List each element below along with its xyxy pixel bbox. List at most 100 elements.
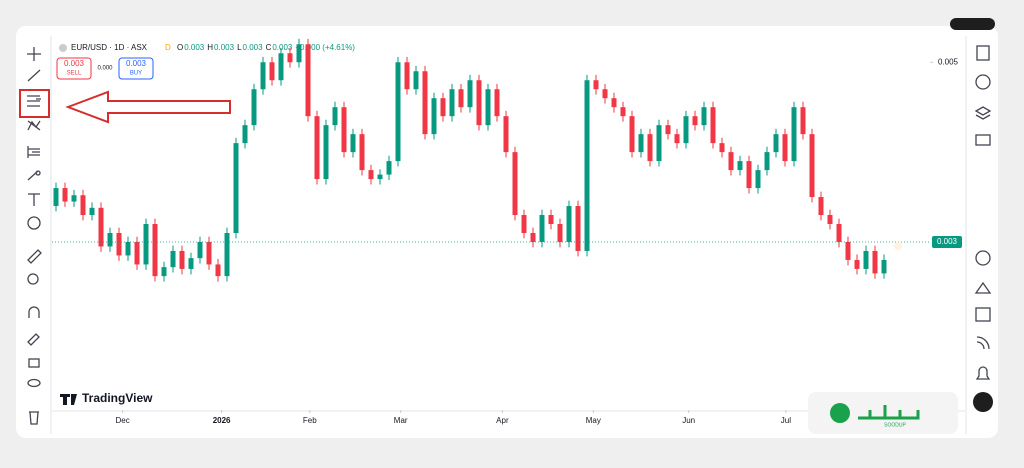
candle-body (656, 125, 662, 162)
chat[interactable] (975, 134, 991, 146)
candle-body (746, 161, 752, 189)
forecast-tool[interactable] (27, 146, 40, 158)
candle-body (683, 116, 689, 144)
candle-body (233, 143, 239, 233)
candle-body (116, 232, 122, 256)
candle-body (224, 232, 230, 277)
candle-body (755, 170, 761, 189)
candle-body (521, 215, 527, 233)
tradingview-logo: TradingView (82, 391, 153, 405)
brush-tool[interactable] (27, 170, 41, 181)
candle-body (152, 224, 158, 277)
candle-body (791, 107, 797, 162)
x-tick-label: Apr (496, 416, 509, 425)
x-tick-label: 2026 (213, 416, 231, 425)
right-toolbar (973, 45, 993, 412)
candle-body (629, 116, 635, 153)
candle-body (782, 134, 788, 162)
x-tick-label: Jun (682, 416, 695, 425)
candle-body (98, 207, 104, 247)
candle-body (530, 232, 536, 242)
candle-body (566, 206, 572, 242)
emoji-tool[interactable] (27, 216, 41, 230)
y-tick-label: 0.005 (938, 57, 959, 66)
x-tick-label: Mar (394, 416, 408, 425)
candle-body (188, 258, 194, 269)
watchlist[interactable] (976, 45, 990, 61)
ohlc-key: L (237, 43, 242, 52)
candle-body (89, 207, 95, 216)
lock-tool[interactable] (28, 358, 40, 368)
lock-draw-tool[interactable] (27, 333, 40, 346)
candle-body (71, 195, 77, 202)
candle-body (872, 250, 878, 274)
hide-tool[interactable] (27, 378, 41, 388)
candle-body (431, 98, 437, 135)
alerts-clock[interactable] (975, 74, 991, 90)
ohlc-legend: O 0.003 H 0.003 L 0.003 C 0.003 +0.000 (+4.61%) (177, 43, 355, 52)
sell-button[interactable] (56, 57, 92, 80)
zoom-tool[interactable] (27, 273, 39, 285)
trash-tool[interactable] (29, 411, 39, 425)
spread: 0.000 (97, 66, 113, 72)
target[interactable] (975, 250, 991, 266)
candle-body (179, 250, 185, 269)
apps-button[interactable] (973, 392, 993, 412)
ohlc-value: 0.003 (243, 43, 264, 52)
candle-body (404, 62, 410, 90)
ohlc-value: 0.003 (272, 43, 293, 52)
candle-body (323, 125, 329, 180)
notifications[interactable] (975, 366, 991, 380)
candle-body (350, 134, 356, 153)
ideas[interactable] (974, 281, 992, 294)
candle-body (647, 134, 653, 162)
candle-body (359, 134, 365, 171)
fib-tool[interactable] (27, 95, 41, 107)
pattern-tool[interactable] (27, 120, 41, 131)
stream[interactable] (976, 336, 990, 350)
window (16, 26, 998, 438)
candle-body (674, 134, 680, 144)
layers[interactable] (974, 106, 992, 120)
text-tool[interactable] (28, 193, 40, 206)
candle-body (512, 152, 518, 216)
tradingview-mark (60, 394, 77, 405)
candle-body (251, 89, 257, 126)
sell-price: 0.003 (64, 59, 85, 68)
ruler-tool[interactable] (27, 249, 42, 264)
buy-label: BUY (130, 71, 142, 77)
candle-body (215, 264, 221, 277)
candle-body (53, 188, 59, 207)
candle-body (809, 134, 815, 198)
candle-body (539, 215, 545, 242)
x-tick-label: Dec (115, 416, 129, 425)
candle-body (206, 241, 212, 265)
candle-body (827, 215, 833, 224)
candle-body (143, 224, 149, 265)
ohlc-key: O (177, 43, 183, 52)
ohlc-value: 0.003 (214, 43, 235, 52)
candle-body (395, 62, 401, 162)
line-tool[interactable] (27, 69, 41, 82)
candle-body (836, 224, 842, 242)
calendar[interactable] (975, 307, 991, 322)
candle-body (485, 89, 491, 126)
candle-body (197, 241, 203, 259)
top-button[interactable] (950, 18, 995, 30)
crosshair-tool[interactable] (27, 47, 41, 61)
candle-body (503, 116, 509, 153)
candle-body (701, 107, 707, 126)
candle-body (287, 53, 293, 63)
candle-body (773, 134, 779, 153)
arrow-annotation (65, 90, 231, 124)
candle-body (854, 259, 860, 269)
buy-button[interactable] (118, 57, 154, 80)
ohlc-key: H (207, 43, 213, 52)
candle-body (341, 107, 347, 153)
magnet-tool[interactable] (28, 306, 40, 318)
candle-body (413, 71, 419, 90)
candle-body (710, 107, 716, 144)
candle-body (692, 116, 698, 126)
candle-body (584, 80, 590, 251)
x-tick-label: Jul (781, 416, 791, 425)
